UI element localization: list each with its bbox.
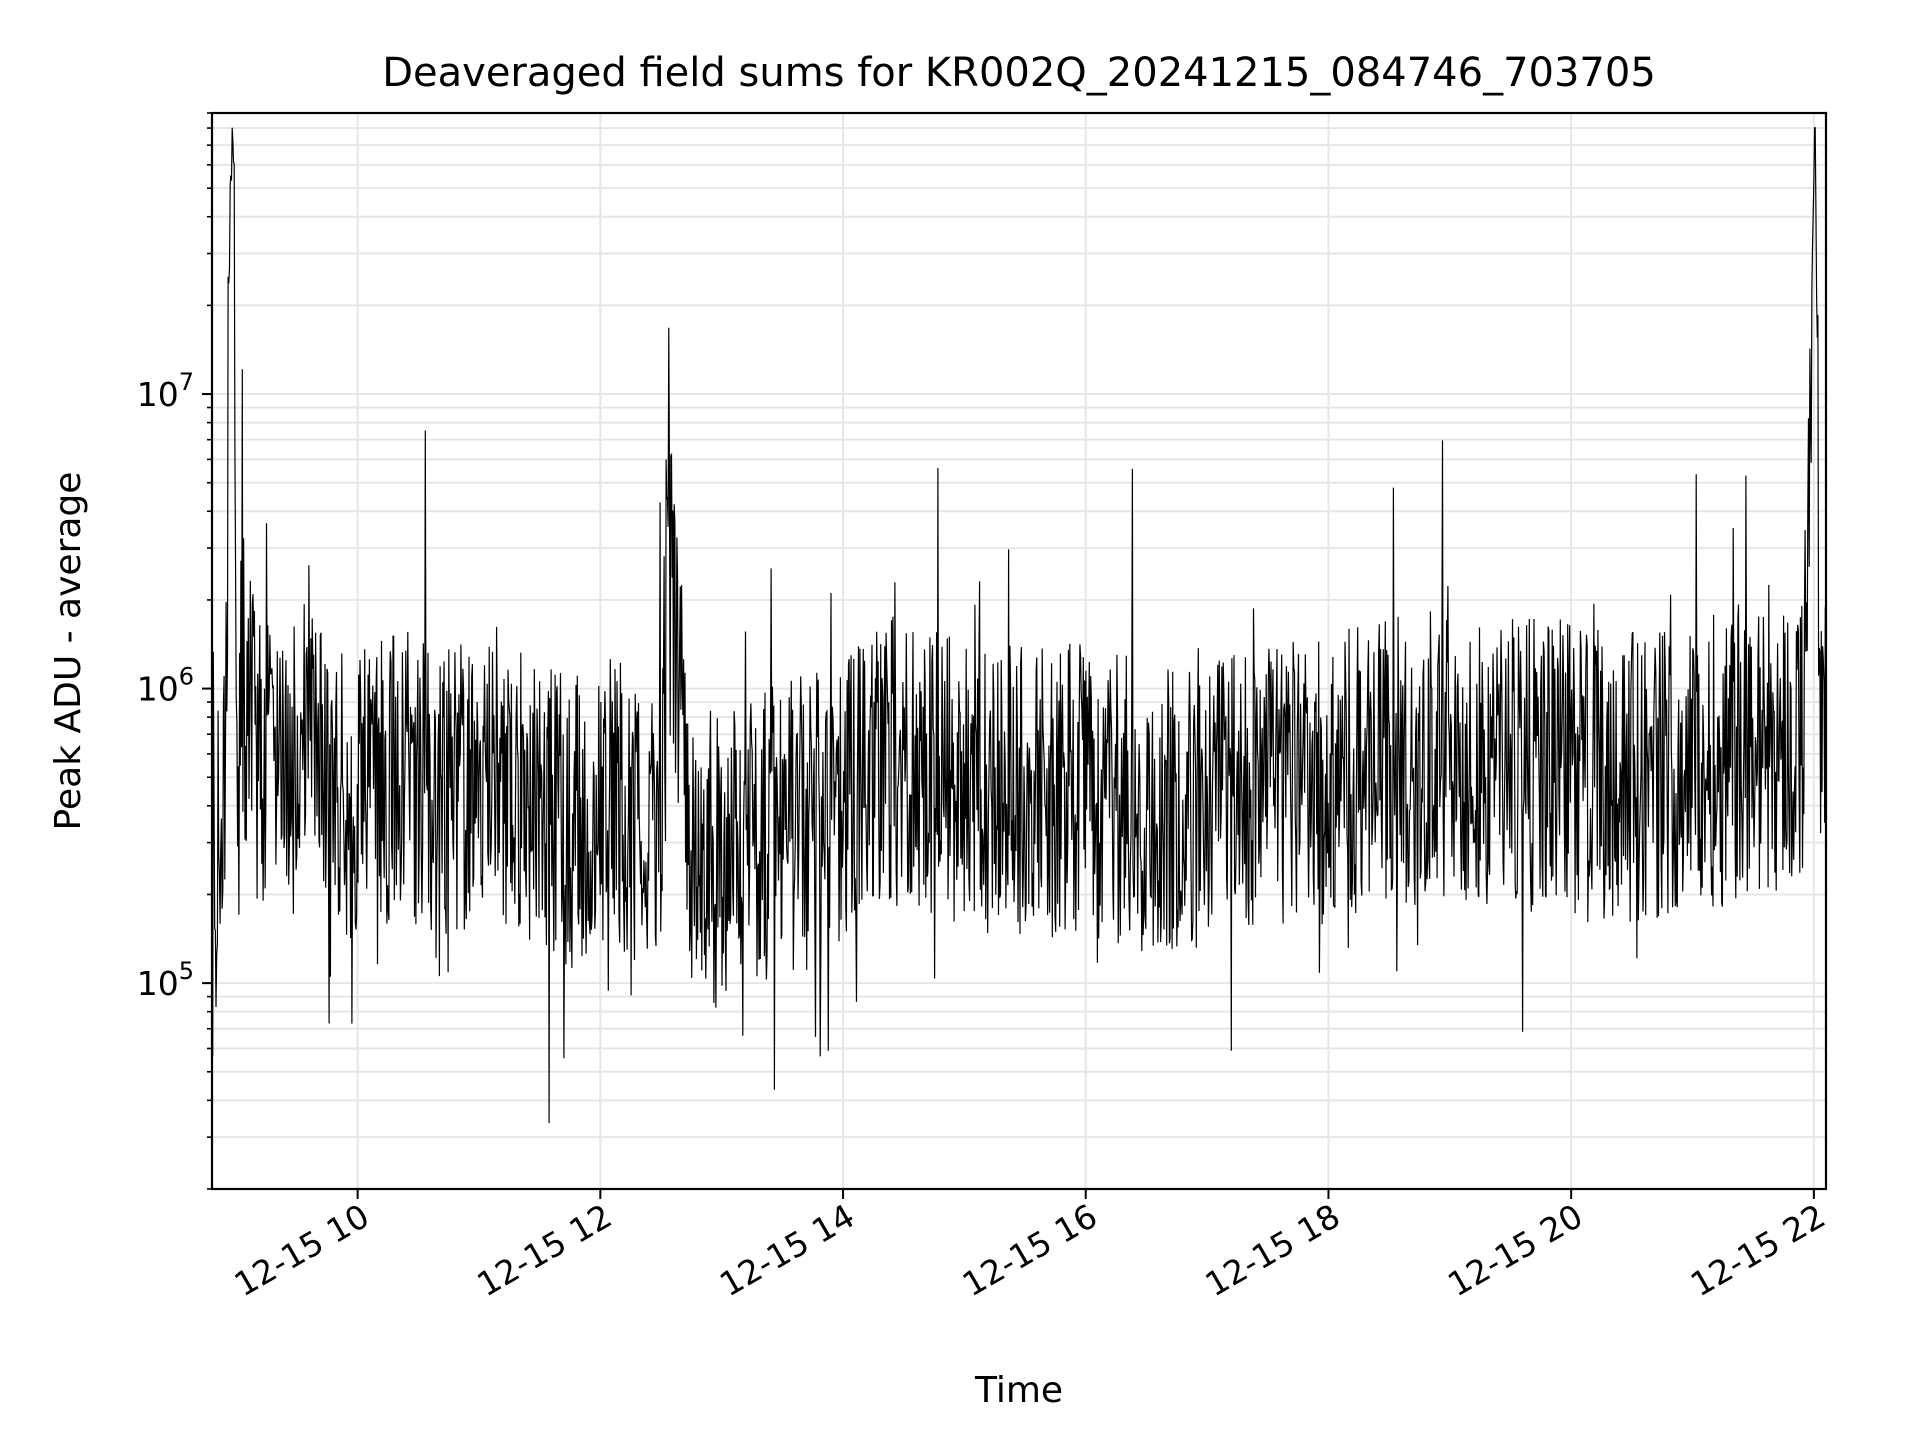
y-tick-label: 105 xyxy=(137,957,194,1003)
series-line xyxy=(211,127,1827,1124)
y-axis-label: Peak ADU - average xyxy=(48,472,89,831)
x-axis-label: Time xyxy=(974,1370,1063,1411)
data-layer xyxy=(211,127,1827,1124)
chart-title: Deaveraged field sums for KR002Q_2024121… xyxy=(382,50,1656,96)
plot-frame xyxy=(210,111,1828,1191)
